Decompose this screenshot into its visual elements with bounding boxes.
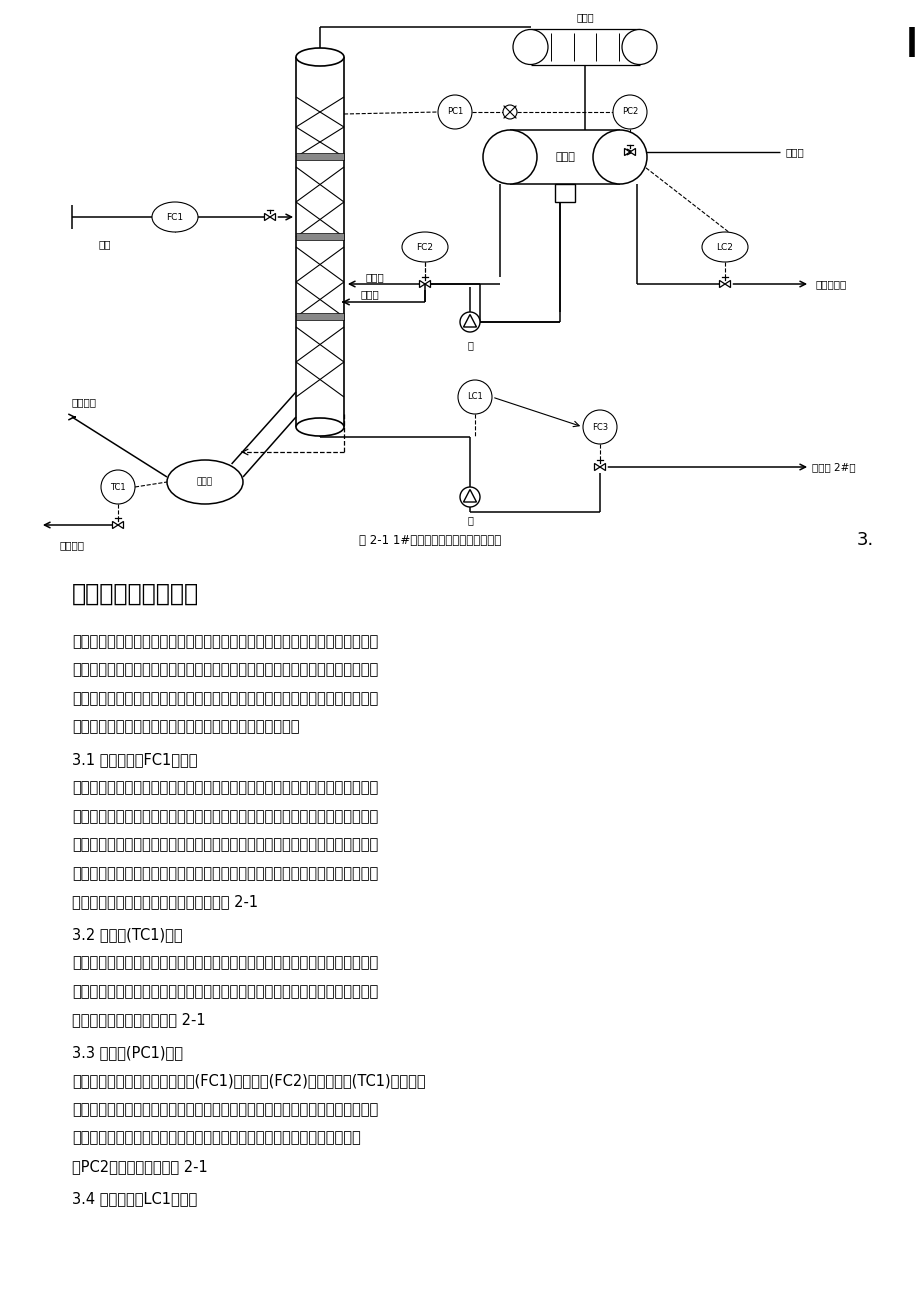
Ellipse shape (296, 418, 344, 436)
Text: 况下，控制物料流量使其恒定在一定范围内，对塔系稳定是必要的。由于物料经: 况下，控制物料流量使其恒定在一定范围内，对塔系稳定是必要的。由于物料经 (72, 809, 378, 824)
Polygon shape (624, 148, 630, 155)
Text: 3.: 3. (856, 531, 873, 549)
Text: 以选择冷却后到回流罐的产品流量作为操作变量。回流罐出现负压可以通过: 以选择冷却后到回流罐的产品流量作为操作变量。回流罐出现负压可以通过 (72, 1130, 360, 1146)
Polygon shape (719, 280, 724, 288)
Text: LC2: LC2 (716, 242, 732, 251)
Polygon shape (118, 521, 123, 529)
Ellipse shape (593, 130, 646, 184)
Text: 原料: 原料 (98, 240, 111, 249)
Text: 影响分馏塔的重要因素是温度、压力、回流量、液位，其中压力对温度和产品质: 影响分馏塔的重要因素是温度、压力、回流量、液位，其中压力对温度和产品质 (72, 634, 378, 648)
Text: 操作变量的控制方案。如图 2-1: 操作变量的控制方案。如图 2-1 (72, 1013, 206, 1027)
Circle shape (458, 380, 492, 414)
Circle shape (612, 95, 646, 129)
Bar (296, 312, 344, 320)
Ellipse shape (482, 130, 537, 184)
Bar (554, 184, 574, 202)
Text: 3.3 塔压力(PC1)控制: 3.3 塔压力(PC1)控制 (72, 1046, 183, 1060)
Text: 氮气线: 氮气线 (784, 147, 803, 158)
Ellipse shape (621, 30, 656, 65)
Circle shape (583, 410, 617, 444)
Polygon shape (594, 464, 599, 470)
Ellipse shape (167, 460, 243, 504)
Text: 重沸器: 重沸器 (197, 478, 213, 487)
Text: 回流罐: 回流罐 (554, 152, 574, 161)
Bar (296, 154, 344, 160)
Text: 3.2 塔温度(TC1)控制: 3.2 塔温度(TC1)控制 (72, 927, 183, 943)
Text: 恒定的给定值上，即总进料量恒定。如图 2-1: 恒定的给定值上，即总进料量恒定。如图 2-1 (72, 894, 258, 910)
Text: 导热油进: 导热油进 (72, 397, 96, 408)
Text: 回流线: 回流线 (365, 272, 384, 283)
Text: 及冷却后的温度。系统中要求控制对象的工艺特性及要求不同，为了达到最佳控: 及冷却后的温度。系统中要求控制对象的工艺特性及要求不同，为了达到最佳控 (72, 691, 378, 706)
Text: 产品采出线: 产品采出线 (814, 279, 845, 289)
Text: 泵: 泵 (467, 516, 472, 525)
Circle shape (101, 470, 135, 504)
Polygon shape (265, 214, 269, 220)
Text: TC1: TC1 (110, 483, 126, 491)
Polygon shape (630, 148, 635, 155)
Text: 系统的控制方案分析: 系统的控制方案分析 (72, 582, 199, 605)
Ellipse shape (513, 30, 548, 65)
Circle shape (460, 312, 480, 332)
Text: FC1: FC1 (166, 212, 184, 221)
Text: 制效果，针对不同的对象，往往需要采用不同的控制方案。: 制效果，针对不同的对象，往往需要采用不同的控制方案。 (72, 720, 300, 734)
Text: 负荷，使塔顶产品具有稳定的冷后温度与组分，以保持与回流罐的恒定压差。所: 负荷，使塔顶产品具有稳定的冷后温度与组分，以保持与回流罐的恒定压差。所 (72, 1101, 378, 1117)
Polygon shape (724, 280, 730, 288)
Text: 导热油出: 导热油出 (60, 540, 85, 549)
Polygon shape (425, 280, 430, 288)
Text: 回流线: 回流线 (360, 289, 379, 299)
Bar (296, 233, 344, 240)
Text: 恒定压力的方法就是固定进料量(FC1)、回流量(FC2)、塔底温度(TC1)和冷却器: 恒定压力的方法就是固定进料量(FC1)、回流量(FC2)、塔底温度(TC1)和冷… (72, 1074, 425, 1088)
Text: 量影响很大。所以压力是平稳操作的主要因素，塔的压力取决于塔顶产品的组分: 量影响很大。所以压力是平稳操作的主要因素，塔的压力取决于塔顶产品的组分 (72, 663, 378, 677)
Ellipse shape (402, 232, 448, 262)
Text: （PC2）补充氮气。如图 2-1: （PC2）补充氮气。如图 2-1 (72, 1159, 208, 1174)
Text: 图 2-1 1#塔（脱丁烷）工艺控制流程图: 图 2-1 1#塔（脱丁烷）工艺控制流程图 (358, 534, 501, 547)
Text: 冷凝器: 冷凝器 (575, 13, 593, 22)
Ellipse shape (152, 202, 198, 232)
Text: 塔底的温度是由物料在重沩器中被导热油加热上升至塔底的温度，所以塔底的温: 塔底的温度是由物料在重沩器中被导热油加热上升至塔底的温度，所以塔底的温 (72, 956, 378, 970)
Text: 预热器预热所以温度基本恒定，而且是由原料泵输送所以压力也是一定的，所以: 预热器预热所以温度基本恒定，而且是由原料泵输送所以压力也是一定的，所以 (72, 837, 378, 853)
Ellipse shape (701, 232, 747, 262)
Polygon shape (419, 280, 425, 288)
Text: 3.1 物料流量（FC1）控制: 3.1 物料流量（FC1）控制 (72, 753, 198, 767)
Ellipse shape (296, 48, 344, 66)
Text: 泵: 泵 (467, 340, 472, 350)
Polygon shape (112, 521, 118, 529)
Text: PC1: PC1 (447, 108, 462, 116)
Polygon shape (269, 214, 275, 220)
Text: 度是随重沩器中导热油温度而改变的。塔底温度控制可以选择导热油出口流量为: 度是随重沩器中导热油温度而改变的。塔底温度控制可以选择导热油出口流量为 (72, 984, 378, 999)
Text: PC2: PC2 (621, 108, 638, 116)
Text: FC2: FC2 (416, 242, 433, 251)
Text: 物料进 2#塔: 物料进 2#塔 (811, 462, 855, 473)
Text: 物料流量控制只需采用单回路前馈控制方案。前馈控制可使受控变量连续维持在: 物料流量控制只需采用单回路前馈控制方案。前馈控制可使受控变量连续维持在 (72, 866, 378, 881)
Text: 3.4 塔底液位（LC1）控制: 3.4 塔底液位（LC1）控制 (72, 1191, 197, 1207)
Text: LC1: LC1 (467, 392, 482, 401)
Text: FC3: FC3 (591, 423, 607, 431)
Circle shape (460, 487, 480, 506)
Circle shape (503, 105, 516, 118)
Text: 物料是塔中进料所以对塔中温度、压力都有一定影响，所以在物料本质不变的情: 物料是塔中进料所以对塔中温度、压力都有一定影响，所以在物料本质不变的情 (72, 780, 378, 796)
Circle shape (437, 95, 471, 129)
Polygon shape (599, 464, 605, 470)
